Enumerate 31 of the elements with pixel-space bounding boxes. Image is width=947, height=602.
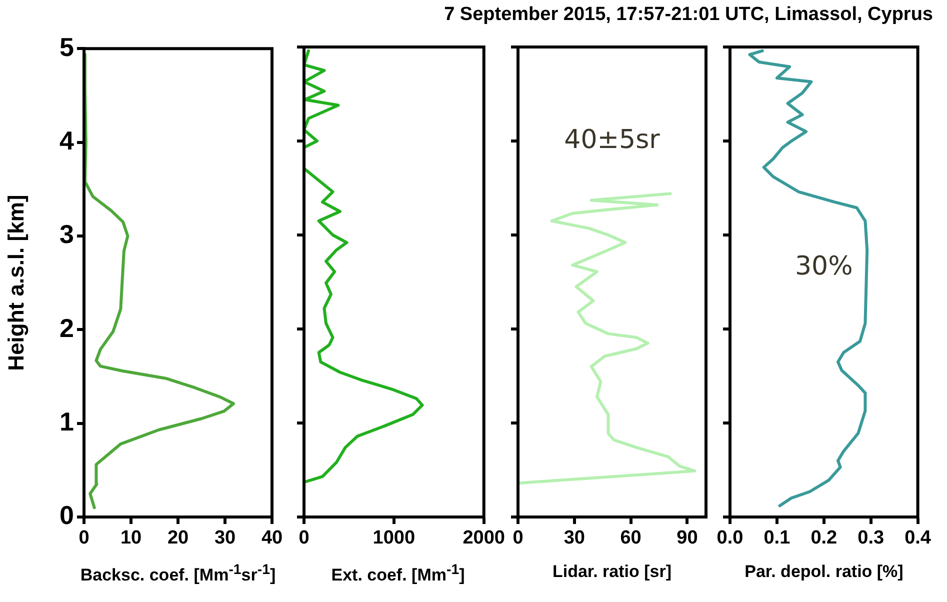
annotation: 30% [795, 252, 853, 282]
y-tick-label: 1 [60, 406, 74, 436]
x-tick-label: 30 [214, 528, 236, 549]
x-tick-label: 90 [676, 528, 698, 549]
y-tick-label: 4 [60, 125, 75, 156]
x-tick-label: 60 [620, 528, 642, 549]
chart-title: 7 September 2015, 17:57-21:01 UTC, Limassol, Cyprus [444, 4, 933, 26]
y-tick-label: 3 [60, 219, 74, 250]
x-tick-label: 40 [261, 528, 283, 549]
x-axis-title: Par. depol. ratio [%] [744, 562, 904, 582]
x-tick-label: 0.3 [858, 528, 884, 549]
x-tick-label: 0.2 [810, 528, 838, 549]
x-tick-label: 0.1 [764, 528, 791, 549]
x-tick-label: 0 [512, 528, 524, 549]
x-tick-label: 1000 [372, 528, 416, 549]
x-axis-title: Backsc. coef. [Mm$^{-1}$sr$^{-1}$] [79, 562, 277, 586]
x-axis-title: Lidar. ratio [sr] [551, 562, 673, 582]
x-tick-label: 0 [298, 528, 310, 549]
x-tick-label: 30 [564, 528, 585, 549]
y-tick-label: 0 [60, 500, 74, 530]
y-axis-title: Height a.s.l. [km] [3, 194, 28, 371]
x-tick-label: 0 [78, 528, 90, 549]
x-tick-label: 2000 [462, 528, 506, 549]
x-tick-label: 0.0 [716, 528, 744, 549]
x-tick-label: 0.4 [904, 528, 932, 549]
y-tick-label: 5 [60, 32, 74, 62]
x-tick-label: 10 [120, 528, 142, 549]
x-axis-title: Ext. coef. [Mm$^{-1}$] [330, 562, 466, 586]
x-tick-label: 20 [167, 528, 189, 549]
y-tick-label: 2 [60, 312, 74, 343]
annotation: 40±5sr [564, 124, 660, 155]
